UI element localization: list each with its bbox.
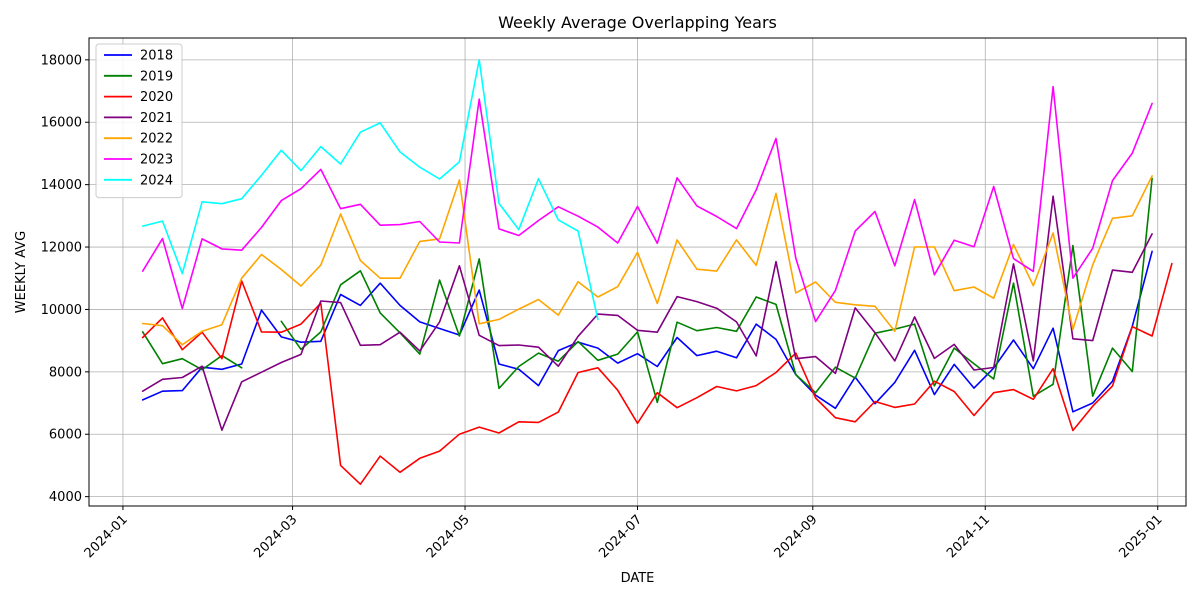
legend-label: 2021 (140, 111, 173, 126)
series-line-2018 (141, 250, 1153, 413)
legend-label: 2020 (140, 90, 173, 105)
x-axis-title: DATE (621, 571, 655, 586)
legend-label: 2022 (140, 132, 173, 147)
series-line-2023 (141, 85, 1153, 323)
series-line-2021 (141, 195, 1153, 431)
y-tick-label: 18000 (41, 53, 82, 68)
y-axis-title: WEEKLY AVG (14, 231, 29, 313)
y-tick-label: 4000 (49, 490, 82, 505)
legend-label: 2023 (140, 153, 173, 168)
chart-title: Weekly Average Overlapping Years (498, 13, 777, 32)
grid (89, 38, 1186, 506)
series-line-2024 (141, 59, 599, 321)
legend: 2018 2019 2020 2021 2022 2023 2024 (95, 43, 183, 199)
y-tick-label: 6000 (49, 428, 82, 443)
y-tick-label: 14000 (41, 178, 82, 193)
y-tick-label: 16000 (41, 116, 82, 131)
series-line-2020 (141, 262, 1173, 485)
series-group (141, 59, 1173, 485)
legend-label: 2018 (140, 49, 173, 64)
y-tick-label: 12000 (41, 241, 82, 256)
y-axis: 4000 6000 8000 10000 12000 14000 16000 18000 (41, 53, 89, 505)
series-line-2022 (141, 175, 1153, 346)
legend-label: 2019 (140, 69, 173, 84)
series-line-2019 (141, 177, 1153, 404)
legend-label: 2024 (140, 173, 173, 188)
y-tick-label: 10000 (41, 303, 82, 318)
y-tick-label: 8000 (49, 365, 82, 380)
